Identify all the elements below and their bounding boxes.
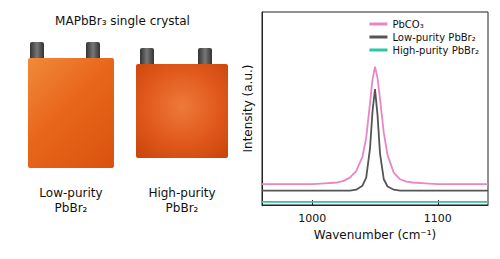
svg-text:1000: 1000 xyxy=(298,212,326,225)
svg-text:1100: 1100 xyxy=(424,212,452,225)
svg-text:Intensity (a.u.): Intensity (a.u.) xyxy=(241,65,255,153)
html-text:Low-purity PbBr₂: Low-purity PbBr₂ xyxy=(39,186,103,215)
svg-text:High-purity PbBr₂: High-purity PbBr₂ xyxy=(392,45,479,56)
svg-text:Low-purity PbBr₂: Low-purity PbBr₂ xyxy=(392,32,475,43)
html-text:MAPbBr₃ single crystal: MAPbBr₃ single crystal xyxy=(55,14,190,28)
svg-text:PbCO₃: PbCO₃ xyxy=(392,19,423,30)
html-text:High-purity PbBr₂: High-purity PbBr₂ xyxy=(148,186,216,215)
svg-text:Wavenumber (cm⁻¹): Wavenumber (cm⁻¹) xyxy=(314,228,436,242)
